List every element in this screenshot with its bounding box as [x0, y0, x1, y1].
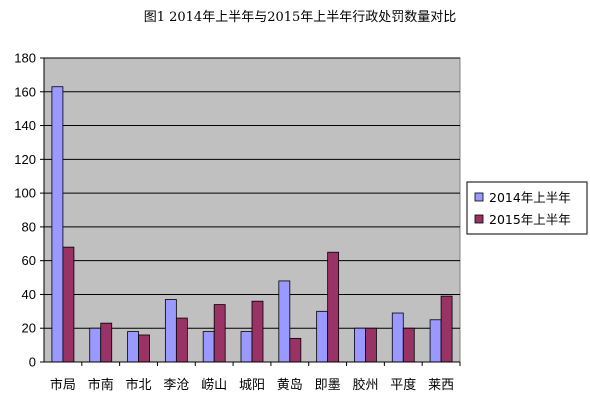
bar-2014-10 — [429, 319, 442, 363]
y-tick-label: 0 — [29, 355, 36, 370]
y-tick-label: 160 — [14, 84, 36, 99]
category-label: 市北 — [126, 377, 152, 393]
category-label: 即墨 — [315, 378, 341, 393]
legend-swatch-2015 — [474, 214, 484, 224]
y-tick-label: 80 — [22, 219, 36, 234]
gridlines — [44, 57, 460, 329]
bar-2014-3 — [164, 299, 177, 363]
bar-2014-5 — [240, 331, 253, 363]
legend-swatch-2014 — [474, 192, 484, 202]
chart-title: 图1 2014年上半年与2015年上半年行政处罚数量对比 — [144, 10, 457, 25]
y-tick-label: 60 — [22, 253, 36, 268]
bar-2015-9 — [402, 327, 415, 363]
category-label: 平度 — [390, 377, 416, 393]
y-tick-label: 180 — [14, 51, 36, 66]
bar-2015-0 — [62, 246, 75, 363]
category-label: 黄岛 — [277, 377, 303, 393]
category-label: 莱西 — [428, 378, 454, 393]
bar-2014-6 — [278, 280, 291, 363]
bar-2015-8 — [365, 327, 377, 363]
bar-2015-10 — [440, 295, 453, 363]
category-label: 崂山 — [201, 378, 227, 393]
bars — [51, 86, 453, 363]
legend: 2014年上半年 2015年上半年 — [466, 181, 588, 235]
bar-2015-3 — [175, 317, 188, 363]
bar-2014-0 — [51, 86, 64, 363]
bar-2014-4 — [202, 331, 215, 363]
y-tick-label: 20 — [22, 321, 36, 336]
bar-2015-4 — [213, 304, 226, 363]
category-label: 市局 — [50, 377, 76, 393]
bar-2014-8 — [354, 327, 366, 363]
bar-2015-5 — [251, 300, 264, 363]
category-label: 城阳 — [239, 378, 265, 393]
legend-box — [466, 181, 588, 235]
y-tick-label: 120 — [14, 152, 36, 167]
bar-2014-2 — [127, 331, 139, 363]
bar-2014-9 — [391, 312, 404, 363]
legend-label-2015: 2015年上半年 — [489, 212, 571, 227]
category-label: 市南 — [88, 377, 114, 393]
bar-2015-2 — [138, 334, 150, 363]
y-tick-label: 100 — [14, 186, 36, 201]
category-label: 胶州 — [352, 377, 378, 393]
bar-2015-6 — [289, 337, 302, 363]
legend-label-2014: 2014年上半年 — [489, 190, 571, 205]
y-tick-label: 40 — [22, 287, 36, 302]
bar-2015-7 — [327, 251, 340, 363]
category-label: 李沧 — [163, 377, 189, 393]
axes: 0 20 40 60 80 100 120 140 160 180 市局 市南 市北 李沧 崂山 城阳 黄岛 即墨… — [14, 51, 461, 393]
bar-2014-1 — [89, 327, 102, 363]
y-tick-label: 140 — [14, 118, 36, 133]
bar-2015-1 — [100, 322, 113, 363]
bar-2014-7 — [316, 310, 329, 363]
